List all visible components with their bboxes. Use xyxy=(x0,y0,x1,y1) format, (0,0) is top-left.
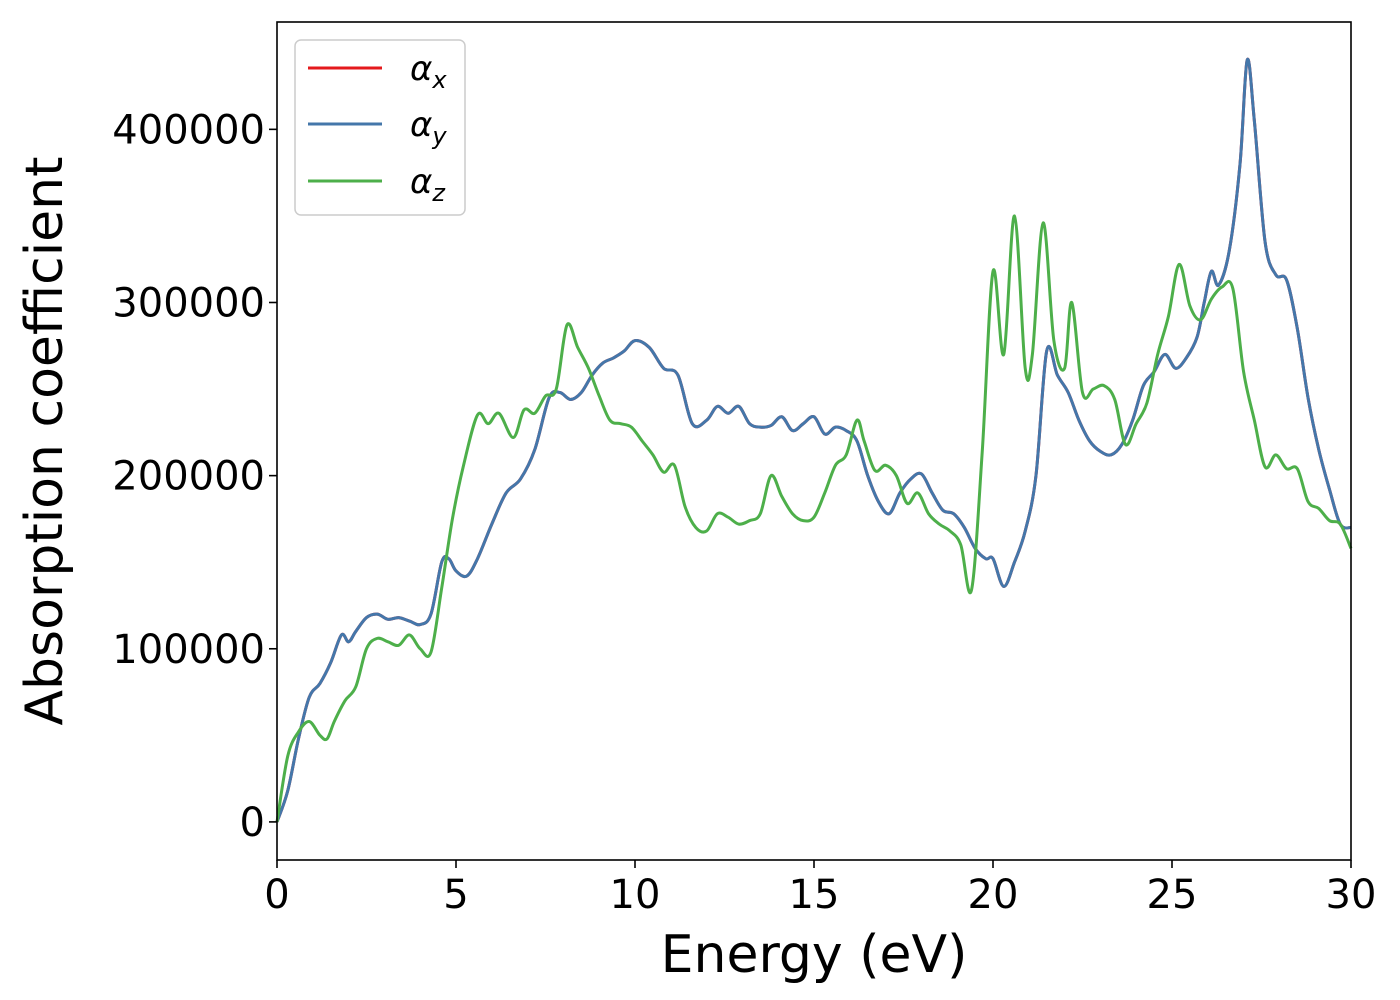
x-axis-label: Energy (eV) xyxy=(661,925,968,985)
x-tick-label: 20 xyxy=(968,872,1019,918)
legend-label-alpha-z: αz xyxy=(410,162,446,207)
y-axis-label: Absorption coefficient xyxy=(15,156,75,725)
axis-ticks: 0 5 10 15 20 25 30 0 100000 200000 300000 400000 xyxy=(112,107,1376,918)
y-tick-label: 200000 xyxy=(112,454,265,500)
legend-box xyxy=(294,39,466,216)
x-tick-label: 5 xyxy=(443,872,468,918)
x-tick-label: 30 xyxy=(1326,872,1377,918)
legend-label-alpha-x: αx xyxy=(410,49,447,94)
y-tick-label: 100000 xyxy=(112,627,265,673)
y-tick-label: 400000 xyxy=(112,107,265,153)
x-tick-label: 15 xyxy=(789,872,840,918)
series-lines xyxy=(275,57,1353,823)
legend-label-alpha-y: αy xyxy=(410,105,447,150)
x-tick-label: 0 xyxy=(264,872,289,918)
y-tick-label: 0 xyxy=(240,800,265,846)
x-tick-label: 10 xyxy=(610,872,661,918)
y-tick-label: 300000 xyxy=(112,280,265,326)
x-tick-label: 25 xyxy=(1147,872,1198,918)
series-line-alpha-z xyxy=(275,214,1353,823)
legend: αx αy αz xyxy=(294,39,466,216)
series-line-alpha-y xyxy=(275,57,1352,823)
